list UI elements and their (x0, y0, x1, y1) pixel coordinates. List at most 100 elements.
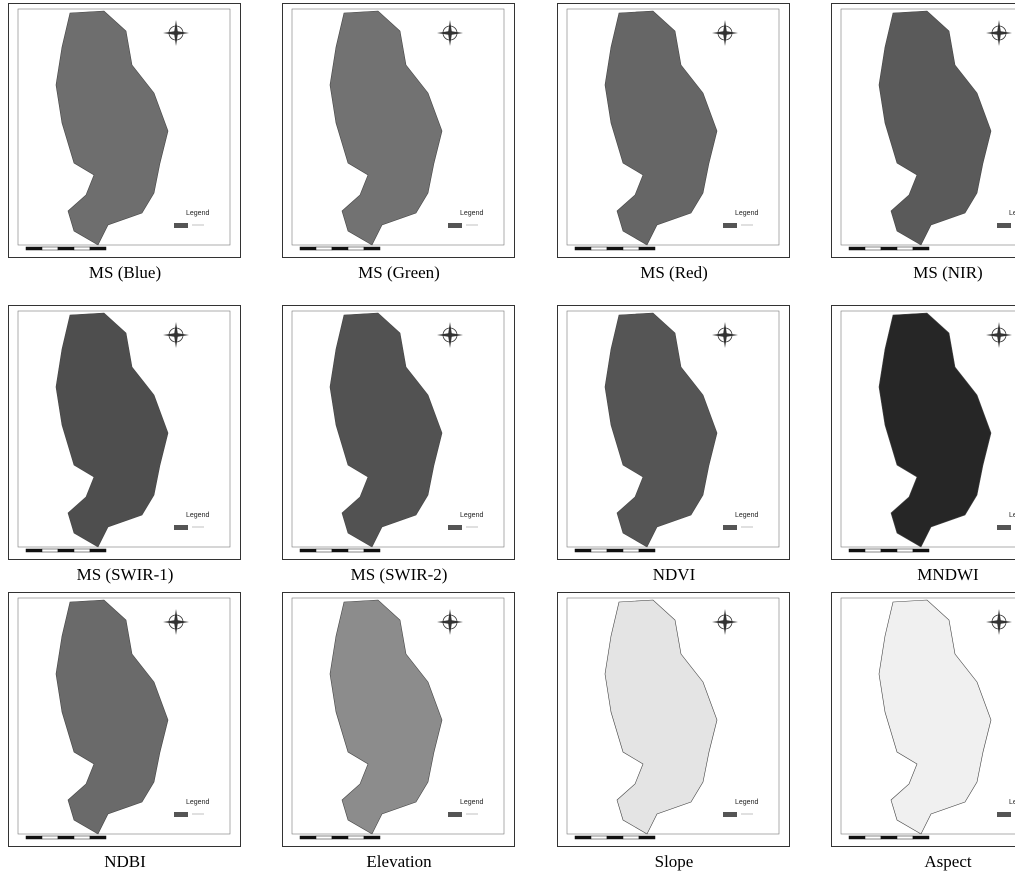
scale-bar (26, 836, 42, 839)
scale-bar (58, 836, 74, 839)
legend-title: Legend (735, 799, 758, 806)
scale-bar (881, 549, 897, 552)
scale-bar (332, 247, 348, 250)
scale-bar (300, 247, 316, 250)
scale-bar (364, 836, 380, 839)
scale-bar (623, 836, 639, 839)
map: Legend (831, 592, 1015, 848)
caption: Elevation (282, 852, 516, 872)
scale-bar (591, 836, 607, 839)
legend-title: Legend (460, 799, 483, 806)
scale-bar (90, 247, 106, 250)
scale-bar (639, 549, 655, 552)
legend-swatch (723, 525, 737, 530)
scale-bar (316, 247, 332, 250)
map-panel: Legend MS (Red) (557, 3, 791, 283)
map: Legend (557, 592, 791, 848)
legend-swatch (448, 812, 462, 817)
scale-bar (575, 836, 591, 839)
scale-bar (897, 549, 913, 552)
map-panel: Legend MS (Green) (282, 3, 516, 283)
legend-swatch (997, 223, 1011, 228)
legend-title: Legend (1009, 210, 1015, 217)
caption: MS (SWIR-1) (8, 565, 242, 585)
map: Legend (282, 3, 516, 259)
caption: MS (SWIR-2) (282, 565, 516, 585)
map-panel: LegendSlope (557, 592, 791, 872)
scale-bar (913, 836, 929, 839)
scale-bar (74, 836, 90, 839)
map: Legend (557, 3, 791, 259)
caption: NDBI (8, 852, 242, 872)
scale-bar (849, 836, 865, 839)
scale-bar (849, 247, 865, 250)
map-panel: Legend NDBI (8, 592, 242, 872)
caption: MS (Green) (282, 263, 516, 283)
map: Legend (282, 592, 516, 848)
legend-title: Legend (186, 210, 209, 217)
map-panel: Legend MS (SWIR-1) (8, 305, 242, 585)
scale-bar (913, 247, 929, 250)
scale-bar (332, 836, 348, 839)
scale-bar (575, 549, 591, 552)
legend-title: Legend (186, 799, 209, 806)
map-panel: Legend MS (NIR) (831, 3, 1015, 283)
map-panel: Legend MS (SWIR-2) (282, 305, 516, 585)
map-panel: Legend Elevation (282, 592, 516, 872)
scale-bar (607, 247, 623, 250)
scale-bar (849, 549, 865, 552)
scale-bar (26, 549, 42, 552)
map: Legend (831, 305, 1015, 561)
scale-bar (865, 549, 881, 552)
caption: MS (NIR) (831, 263, 1015, 283)
scale-bar (897, 836, 913, 839)
legend-swatch (174, 812, 188, 817)
scale-bar (913, 549, 929, 552)
legend-title: Legend (460, 210, 483, 217)
scale-bar (364, 549, 380, 552)
legend-swatch (997, 812, 1011, 817)
scale-bar (881, 836, 897, 839)
map-panel: Legend Aspect (831, 592, 1015, 872)
scale-bar (300, 549, 316, 552)
map: Legend (557, 305, 791, 561)
caption: MS (Red) (557, 263, 791, 283)
scale-bar (42, 836, 58, 839)
legend-title: Legend (1009, 512, 1015, 519)
scale-bar (623, 549, 639, 552)
scale-bar (300, 836, 316, 839)
scale-bar (865, 247, 881, 250)
legend-swatch (723, 223, 737, 228)
caption: MS (Blue) (8, 263, 242, 283)
scale-bar (348, 836, 364, 839)
map-panel: LegendMNDWI (831, 305, 1015, 585)
caption: Aspect (831, 852, 1015, 872)
scale-bar (90, 549, 106, 552)
scale-bar (897, 247, 913, 250)
legend-swatch (997, 525, 1011, 530)
scale-bar (26, 247, 42, 250)
map: Legend (282, 305, 516, 561)
scale-bar (364, 247, 380, 250)
scale-bar (42, 247, 58, 250)
map: Legend (8, 3, 242, 259)
scale-bar (316, 549, 332, 552)
scale-bar (42, 549, 58, 552)
map-panel: Legend MS (Blue) (8, 3, 242, 283)
map: Legend (831, 3, 1015, 259)
scale-bar (607, 549, 623, 552)
scale-bar (90, 836, 106, 839)
caption: NDVI (557, 565, 791, 585)
legend-title: Legend (735, 210, 758, 217)
scale-bar (639, 836, 655, 839)
legend-swatch (448, 525, 462, 530)
legend-title: Legend (735, 512, 758, 519)
legend-title: Legend (460, 512, 483, 519)
legend-swatch (448, 223, 462, 228)
scale-bar (58, 549, 74, 552)
scale-bar (607, 836, 623, 839)
scale-bar (639, 247, 655, 250)
legend-title: Legend (186, 512, 209, 519)
scale-bar (881, 247, 897, 250)
scale-bar (575, 247, 591, 250)
